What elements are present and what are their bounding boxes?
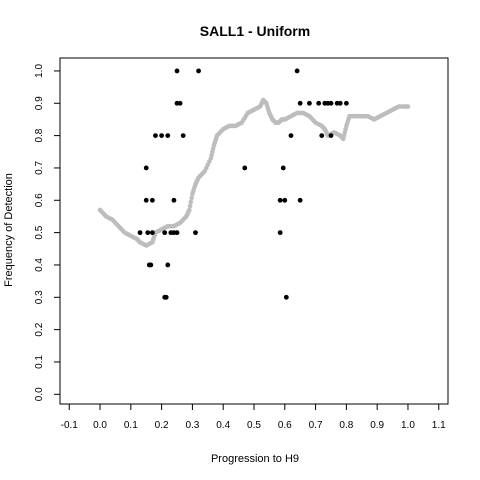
data-point <box>193 230 198 236</box>
smoothed-point <box>187 203 193 209</box>
data-point <box>297 197 303 203</box>
y-tick-label: 0.6 <box>34 193 45 207</box>
data-point <box>174 68 180 74</box>
y-axis: 0.0 0.1 0.2 0.3 0.4 0.5 0.6 0.7 0.8 0.9 1.0 <box>34 64 60 401</box>
smoothed-series <box>97 97 411 248</box>
y-tick-label: 0.2 <box>34 322 45 336</box>
data-point <box>163 294 169 300</box>
x-axis: -0.1 0.0 0.1 0.2 0.3 0.4 0.5 0.6 0.7 0.8 0.9 1.0 1.1 <box>61 404 446 431</box>
x-tick-label: 0.2 <box>155 420 169 431</box>
data-point <box>149 197 155 203</box>
data-point <box>307 100 312 106</box>
data-point <box>328 100 334 106</box>
data-point <box>143 197 149 203</box>
data-point <box>159 133 165 139</box>
data-point <box>145 230 151 236</box>
smoothed-point <box>187 207 192 213</box>
x-tick-label: 0.7 <box>309 420 323 431</box>
y-tick-label: 0.1 <box>34 355 45 369</box>
data-point <box>242 165 248 171</box>
y-tick-label: 0.9 <box>34 96 45 110</box>
data-point <box>143 165 149 171</box>
data-point <box>277 197 283 203</box>
x-tick-label: 0.6 <box>278 420 292 431</box>
detection-points <box>137 68 349 300</box>
data-point <box>316 100 322 106</box>
data-point <box>280 165 286 171</box>
data-point <box>177 100 183 106</box>
y-tick-label: 0.0 <box>34 387 45 401</box>
data-point <box>294 68 300 74</box>
data-point <box>137 230 143 236</box>
y-tick-label: 0.5 <box>34 225 45 239</box>
data-point <box>283 294 289 300</box>
y-tick-label: 0.8 <box>34 128 45 142</box>
data-point <box>277 230 283 236</box>
x-tick-label: 0.1 <box>124 420 138 431</box>
y-tick-label: 0.4 <box>34 258 45 272</box>
x-tick-label: -0.1 <box>61 420 79 431</box>
data-point <box>148 262 154 268</box>
data-point <box>165 262 171 268</box>
x-tick-label: 0.8 <box>339 420 353 431</box>
y-tick-label: 0.7 <box>34 161 45 175</box>
data-point <box>149 230 155 236</box>
x-tick-label: 0.3 <box>185 420 199 431</box>
data-point <box>174 230 180 236</box>
x-tick-label: 0.4 <box>216 420 230 431</box>
y-axis-label: Frequency of Detection <box>3 173 15 287</box>
smoothed-point <box>189 195 194 201</box>
series-layer <box>97 68 411 300</box>
y-tick-label: 1.0 <box>34 64 45 78</box>
smoothed-point <box>188 199 194 205</box>
data-point <box>288 133 294 139</box>
data-point <box>162 230 168 236</box>
x-tick-label: 1.1 <box>432 420 446 431</box>
data-point <box>319 133 325 139</box>
x-tick-label: 1.0 <box>401 420 415 431</box>
data-point <box>343 100 349 106</box>
chart-title: SALL1 - Uniform <box>200 23 310 39</box>
data-point <box>171 197 177 203</box>
x-axis-label: Progression to H9 <box>211 453 299 465</box>
y-tick-label: 0.3 <box>34 290 45 304</box>
data-point <box>153 133 158 139</box>
x-tick-label: 0.9 <box>370 420 384 431</box>
smoothed-point <box>405 104 411 109</box>
x-tick-label: 0.0 <box>93 420 107 431</box>
data-point <box>165 133 171 139</box>
data-point <box>297 100 303 106</box>
data-point <box>180 133 186 139</box>
data-point <box>282 197 288 203</box>
x-tick-label: 0.5 <box>247 420 261 431</box>
data-point <box>196 68 201 74</box>
data-point <box>337 100 343 106</box>
data-point <box>328 133 334 139</box>
